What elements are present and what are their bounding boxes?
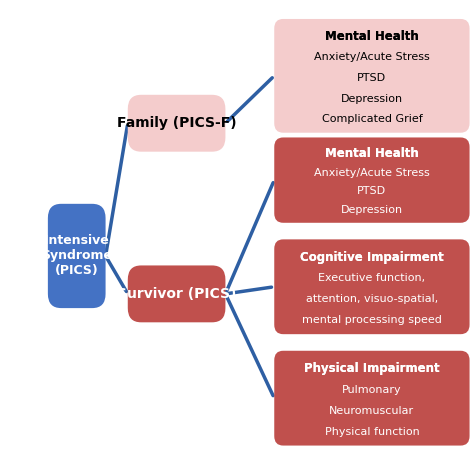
Text: Depression: Depression [341, 93, 403, 104]
FancyBboxPatch shape [274, 351, 470, 446]
FancyBboxPatch shape [274, 19, 470, 133]
FancyBboxPatch shape [128, 265, 226, 322]
FancyBboxPatch shape [128, 95, 226, 152]
Text: Depression: Depression [341, 205, 403, 216]
Text: Neuromuscular: Neuromuscular [329, 406, 414, 416]
Text: Family (PICS-F): Family (PICS-F) [117, 116, 237, 130]
FancyBboxPatch shape [274, 137, 470, 223]
Text: PTSD: PTSD [357, 186, 386, 197]
Text: Mental Health: Mental Health [325, 30, 419, 43]
FancyBboxPatch shape [274, 239, 470, 334]
Text: Cognitive Impairment: Cognitive Impairment [300, 251, 444, 264]
Text: mental processing speed: mental processing speed [302, 316, 442, 326]
Text: Executive function,: Executive function, [319, 273, 426, 283]
Text: Complicated Grief: Complicated Grief [321, 114, 422, 124]
Text: Mental Health: Mental Health [325, 147, 419, 160]
FancyBboxPatch shape [48, 204, 106, 308]
Text: Mental Health: Mental Health [325, 30, 419, 43]
Text: Anxiety/Acute Stress: Anxiety/Acute Stress [314, 167, 430, 178]
Text: Survivor (PICS): Survivor (PICS) [117, 287, 236, 301]
Text: Pulmonary: Pulmonary [342, 385, 402, 395]
Text: Cognitive Impairment: Cognitive Impairment [300, 251, 444, 264]
Text: Post-Intensive Care
Syndrome
(PICS): Post-Intensive Care Syndrome (PICS) [8, 235, 146, 277]
Text: Physical Impairment: Physical Impairment [304, 362, 440, 375]
Text: Mental Health: Mental Health [325, 147, 419, 160]
Text: Physical function: Physical function [325, 427, 419, 437]
Text: PTSD: PTSD [357, 73, 386, 83]
Text: Anxiety/Acute Stress: Anxiety/Acute Stress [314, 52, 430, 62]
Text: Physical Impairment: Physical Impairment [304, 362, 440, 375]
Text: attention, visuo-spatial,: attention, visuo-spatial, [306, 294, 438, 304]
